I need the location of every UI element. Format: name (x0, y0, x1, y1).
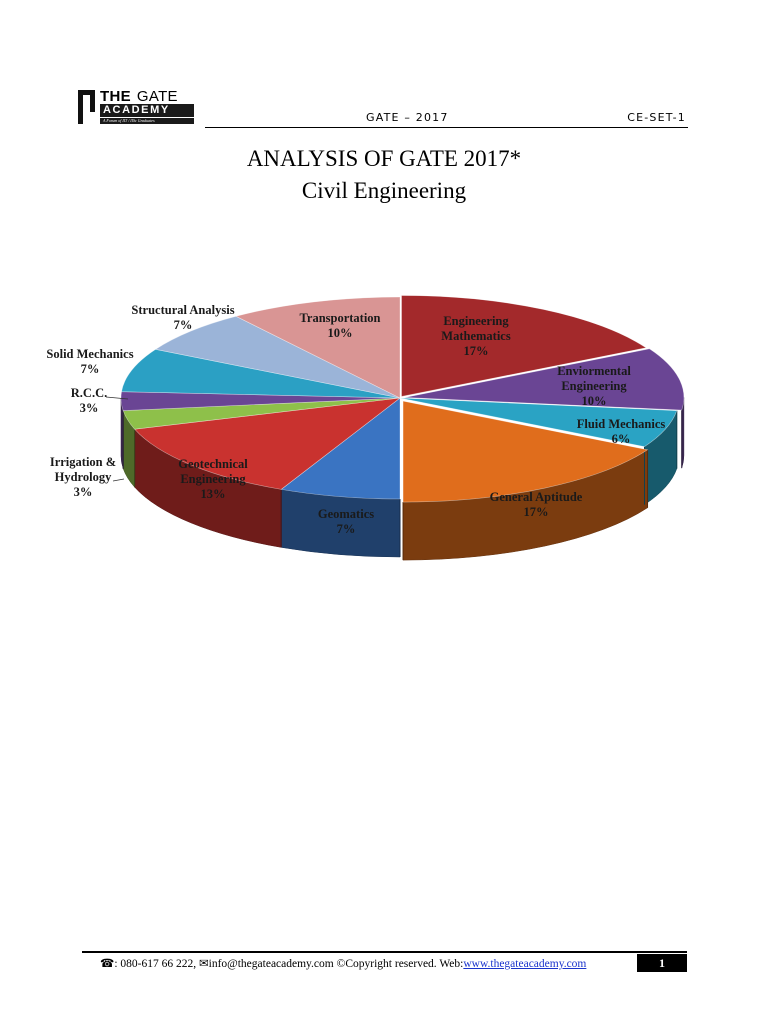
pie-label-line: 3% (74, 485, 93, 499)
pie-label-9: Structural Analysis 7% (131, 303, 234, 332)
pie-leader-line (105, 396, 129, 400)
pie-label-line: 10% (582, 394, 607, 408)
pie-label-line: Fluid Mechanics (577, 417, 666, 431)
pie-label-6: Irrigation & Hydrology 3% (50, 455, 116, 499)
pie-label-3: General Aptitude 17% (490, 490, 583, 519)
header-exam: GATE – 2017 (366, 111, 449, 124)
header-rule (205, 127, 688, 128)
footer-web-link[interactable]: www.thegateacademy.com (463, 958, 587, 970)
header-set: CE-SET-1 (627, 111, 686, 124)
pie-label-1: Enviormental Engineering 10% (557, 364, 631, 408)
pie-label-line: 7% (174, 318, 193, 332)
footer-contact: ☎: 080-617 66 222, ✉info@thegateacademy.… (100, 956, 586, 970)
pie-label-line: Engineering (180, 472, 246, 486)
logo: THE GATE ACADEMY A Forum of IIT / IISc Gr… (78, 88, 194, 124)
pie-slice-1 (404, 348, 685, 411)
pie-chart: Engineering Mathematics 17%Enviormental Eng… (46, 295, 685, 561)
pie-label-line: Structural Analysis (131, 303, 234, 317)
logo-mark (78, 90, 96, 124)
pie-slice-10 (235, 296, 401, 399)
pie-label-line: Engineering (443, 314, 509, 328)
pie-label-10: Transportation 10% (299, 311, 380, 340)
pie-label-line: 17% (524, 505, 549, 519)
pie-slice-5 (134, 397, 402, 490)
logo-the: THE (100, 88, 131, 105)
footer-phone: : 080-617 66 222, (114, 958, 197, 970)
pie-slice-3 (402, 400, 649, 503)
pie-label-4: Geomatics 7% (318, 507, 374, 536)
pie-label-line: 17% (464, 344, 489, 358)
pie-label-line: Enviormental (557, 364, 631, 378)
mail-icon: ✉ (198, 958, 209, 970)
pie-label-8: Solid Mechanics 7% (46, 347, 133, 376)
footer-copyright: ©Copyright reserved. Web: (333, 958, 464, 970)
pie-label-line: Hydrology (55, 470, 112, 484)
pie-label-line: Irrigation & (50, 455, 116, 469)
footer-email: info@thegateacademy.com (208, 958, 334, 970)
page-title: ANALYSIS OF GATE 2017* (246, 146, 522, 171)
logo-wordmark: THE GATE (100, 88, 178, 105)
pie-label-line: 6% (612, 432, 631, 446)
pie-label-line: 10% (328, 326, 353, 340)
pie-label-line: 13% (201, 487, 226, 501)
page-number: 1 (637, 954, 687, 972)
pie-slice-8 (121, 349, 401, 399)
pie-slice-4 (280, 397, 401, 500)
pie-label-line: Mathematics (441, 329, 511, 343)
pie-label-7: R.C.C. 3% (71, 386, 107, 415)
pie-slice-0 (401, 295, 647, 397)
pie-slice-9 (154, 315, 401, 399)
pie-label-2: Fluid Mechanics 6% (577, 417, 666, 446)
pie-label-line: 7% (81, 362, 100, 376)
pie-label-line: R.C.C. (71, 386, 107, 400)
pie-label-line: Geomatics (318, 507, 374, 521)
logo-tagline: A Forum of IIT / IISc Graduates (100, 118, 194, 124)
pie-label-line: 7% (337, 522, 356, 536)
pie-label-line: General Aptitude (490, 490, 583, 504)
logo-gate: GATE (136, 88, 178, 105)
pie-label-line: 3% (80, 401, 99, 415)
pie-label-0: Engineering Mathematics 17% (441, 314, 511, 358)
pie-leader-line (112, 478, 125, 482)
logo-academy: ACADEMY (100, 104, 194, 117)
pie-label-5: Geotechnical Engineering 13% (178, 457, 248, 501)
pie-label-line: Solid Mechanics (46, 347, 133, 361)
pie-label-line: Geotechnical (178, 457, 248, 471)
pie-label-line: Engineering (561, 379, 627, 393)
footer-rule (82, 951, 687, 953)
phone-icon: ☎ (100, 958, 115, 970)
pie-label-line: Transportation (299, 311, 380, 325)
page-subtitle: Civil Engineering (301, 178, 467, 203)
pie-slice-2 (399, 397, 678, 447)
